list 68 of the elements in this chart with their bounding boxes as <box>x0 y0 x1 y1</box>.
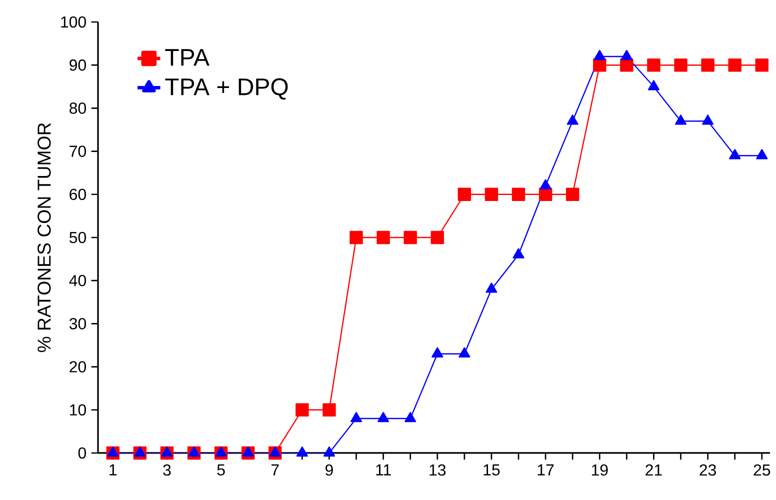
point <box>620 50 632 60</box>
point <box>458 347 470 358</box>
point <box>430 230 444 244</box>
point <box>242 446 254 457</box>
point <box>620 58 634 72</box>
point <box>648 80 660 90</box>
x-tick-label: 7 <box>271 464 279 476</box>
y-tick-label: 100 <box>61 16 86 28</box>
point <box>458 188 472 201</box>
point <box>756 149 768 160</box>
x-tick-label: 15 <box>484 464 500 476</box>
x-tick-label: 17 <box>538 464 554 476</box>
x-tick-label: 1 <box>110 464 117 476</box>
y-axis-title: % RATONES CON TUMOR <box>38 123 51 352</box>
x-tick-label: 25 <box>754 464 770 476</box>
y-tick-label: 40 <box>69 274 86 286</box>
point <box>322 403 336 416</box>
y-tick-label: 80 <box>70 102 86 114</box>
y-tick-label: 30 <box>69 318 86 330</box>
point <box>350 230 363 244</box>
x-tick-label: 19 <box>592 464 608 476</box>
point <box>376 230 390 244</box>
x-tick-label: 21 <box>646 464 662 476</box>
point <box>269 446 281 457</box>
point <box>161 446 173 457</box>
y-tick-label: 50 <box>69 232 86 244</box>
point <box>134 446 146 457</box>
y-tick-label: 20 <box>70 361 86 372</box>
point <box>404 412 416 422</box>
legend-label: TPA <box>165 49 210 66</box>
y-tick-label: 70 <box>70 146 86 157</box>
point <box>566 188 580 201</box>
x-tick-label: 3 <box>163 464 171 476</box>
point <box>486 282 498 293</box>
point <box>296 403 309 416</box>
point <box>594 50 606 60</box>
point <box>350 412 362 422</box>
point <box>729 149 741 160</box>
point <box>512 248 524 258</box>
point <box>215 446 227 457</box>
y-tick-label: 60 <box>70 188 86 200</box>
y-tick-label: 10 <box>70 404 86 416</box>
point <box>323 446 336 457</box>
point <box>728 58 742 72</box>
point <box>674 114 687 125</box>
point <box>484 188 498 201</box>
x-tick-label: 23 <box>700 464 716 476</box>
point <box>107 446 119 457</box>
point <box>566 114 578 125</box>
point <box>404 230 417 244</box>
x-tick-label: 11 <box>376 464 391 476</box>
point <box>512 188 526 201</box>
point <box>755 58 768 72</box>
point <box>647 58 660 72</box>
x-tick-label: 5 <box>217 464 225 476</box>
point <box>432 347 444 358</box>
point <box>378 412 390 422</box>
point <box>540 179 552 190</box>
x-tick-label: 13 <box>430 464 446 476</box>
point <box>702 114 714 125</box>
point <box>701 58 714 72</box>
y-tick-label: 0 <box>78 447 86 459</box>
point <box>188 446 200 457</box>
point <box>674 58 688 72</box>
y-tick-label: 90 <box>70 59 86 71</box>
point <box>296 446 308 457</box>
x-tick-label: 9 <box>326 464 333 476</box>
legend-label: TPA + DPQ <box>165 78 288 100</box>
